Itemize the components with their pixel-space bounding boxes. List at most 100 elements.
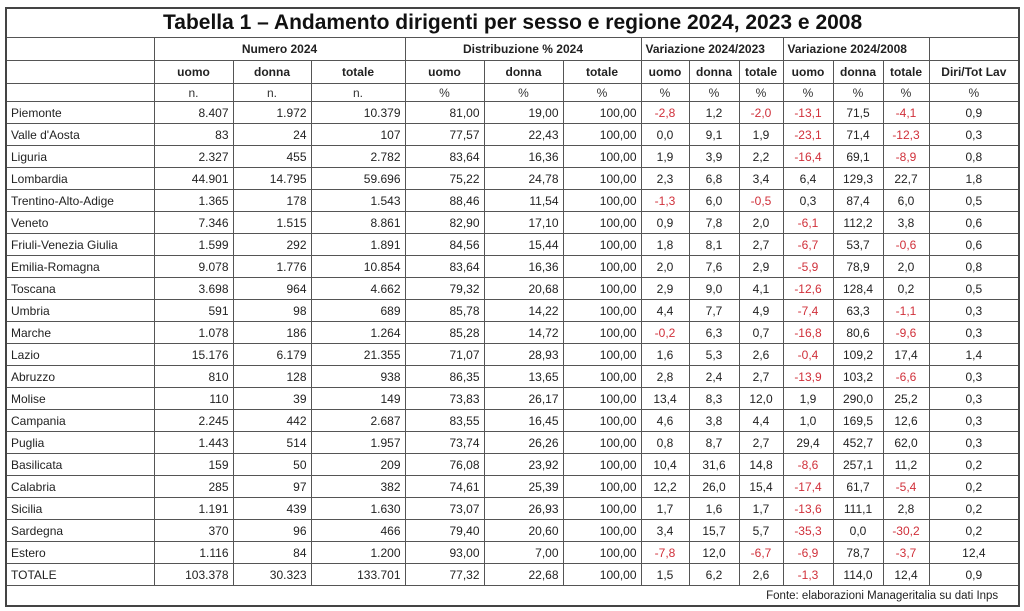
table-cell: 0,3 <box>928 321 1020 344</box>
table-cell: 109,2 <box>832 343 884 366</box>
table-cell: 128 <box>232 365 312 388</box>
table-row: Lombardia 44.901 14.795 59.696 75,22 24,78 100… <box>5 167 1020 190</box>
table-cell: 85,28 <box>404 321 485 344</box>
table-cell: 23,92 <box>483 453 564 476</box>
table-cell: -2,0 <box>738 101 784 124</box>
table-cell: 22,43 <box>483 123 564 146</box>
table-cell: 169,5 <box>832 409 884 432</box>
region-name: Umbria <box>5 299 155 322</box>
table-cell: 80,6 <box>832 321 884 344</box>
table-cell: 0,6 <box>928 211 1020 234</box>
table-cell: 1.264 <box>310 321 406 344</box>
table-cell: 71,07 <box>404 343 485 366</box>
table-cell: 110 <box>153 387 234 410</box>
unit-cell: % <box>404 83 485 102</box>
table-cell: 1,0 <box>782 409 834 432</box>
table-cell: 1.443 <box>153 431 234 454</box>
table-cell: 85,78 <box>404 299 485 322</box>
table-cell: 1,9 <box>782 387 834 410</box>
table-cell: 100,00 <box>562 101 642 124</box>
table-cell: 39 <box>232 387 312 410</box>
table-cell: 100,00 <box>562 211 642 234</box>
region-name: Friuli-Venezia Giulia <box>5 233 155 256</box>
table-cell: 100,00 <box>562 541 642 564</box>
unit-cell: % <box>640 83 690 102</box>
table-cell: 8.861 <box>310 211 406 234</box>
table-cell: 12,0 <box>738 387 784 410</box>
table-cell: 285 <box>153 475 234 498</box>
table-cell: 1.630 <box>310 497 406 520</box>
table-cell: 5,3 <box>688 343 740 366</box>
column-header: totale <box>310 60 406 84</box>
table-cell: 0,2 <box>882 277 930 300</box>
table-cell: 0,7 <box>738 321 784 344</box>
table-cell: 591 <box>153 299 234 322</box>
table-cell: 31,6 <box>688 453 740 476</box>
table-cell: 1,8 <box>640 233 690 256</box>
table-cell: 100,00 <box>562 497 642 520</box>
table-cell: 14,22 <box>483 299 564 322</box>
unit-cell: % <box>738 83 784 102</box>
table-cell: 8.407 <box>153 101 234 124</box>
column-header-row: uomo donna totale uomo donna totale uomo donna t… <box>5 60 1020 84</box>
table-cell: 103.378 <box>153 563 234 586</box>
table-cell: -30,2 <box>882 519 930 542</box>
table-cell: 2.782 <box>310 145 406 168</box>
region-name: Trentino-Alto-Adige <box>5 189 155 212</box>
table-cell: 209 <box>310 453 406 476</box>
column-header: uomo <box>404 60 485 84</box>
table-cell: 1,9 <box>640 145 690 168</box>
table-cell: 1.957 <box>310 431 406 454</box>
table-cell: 100,00 <box>562 563 642 586</box>
column-header: totale <box>562 60 642 84</box>
table-cell: 17,10 <box>483 211 564 234</box>
table-cell: 128,4 <box>832 277 884 300</box>
table-cell: 14,8 <box>738 453 784 476</box>
table-cell: 10,4 <box>640 453 690 476</box>
region-name: Estero <box>5 541 155 564</box>
table-cell: 22,68 <box>483 563 564 586</box>
table-cell: 0,8 <box>928 145 1020 168</box>
table-row: Molise 110 39 149 73,83 26,17 100,00 13,4 8,3 12,… <box>5 387 1020 410</box>
table-cell: 24,78 <box>483 167 564 190</box>
table-row: Valle d'Aosta 83 24 107 77,57 22,43 100,00 0,0 9… <box>5 123 1020 146</box>
table-cell: 12,0 <box>688 541 740 564</box>
unit-cell: % <box>782 83 834 102</box>
table-cell: -2,8 <box>640 101 690 124</box>
table-cell: 1.116 <box>153 541 234 564</box>
table-cell: -13,1 <box>782 101 834 124</box>
table-cell: 78,9 <box>832 255 884 278</box>
table-cell: 0,9 <box>640 211 690 234</box>
table-cell: 14.795 <box>232 167 312 190</box>
table-cell: 26,17 <box>483 387 564 410</box>
table-cell: 2,6 <box>738 343 784 366</box>
table-cell: 12,4 <box>882 563 930 586</box>
table-cell: 93,00 <box>404 541 485 564</box>
table-cell: 1.191 <box>153 497 234 520</box>
table-cell: 0,3 <box>928 409 1020 432</box>
table-cell: 4,6 <box>640 409 690 432</box>
table-cell: -16,4 <box>782 145 834 168</box>
region-name: Veneto <box>5 211 155 234</box>
region-name: Campania <box>5 409 155 432</box>
group-header: Numero 2024 <box>153 37 406 61</box>
table-cell: 0,6 <box>928 233 1020 256</box>
table-cell: 26,26 <box>483 431 564 454</box>
table-cell: 61,7 <box>832 475 884 498</box>
table-cell: 1,4 <box>928 343 1020 366</box>
table-cell: 1.543 <box>310 189 406 212</box>
table-cell: -0,6 <box>882 233 930 256</box>
table-cell: 6,2 <box>688 563 740 586</box>
table-cell: 53,7 <box>832 233 884 256</box>
group-header: Variazione 2024/2008 <box>782 37 930 61</box>
column-header: donna <box>688 60 740 84</box>
table-cell: 4,4 <box>738 409 784 432</box>
table-cell: 0,0 <box>832 519 884 542</box>
unit-cell: % <box>688 83 740 102</box>
region-name: Valle d'Aosta <box>5 123 155 146</box>
table-cell: 79,40 <box>404 519 485 542</box>
table-cell: 100,00 <box>562 255 642 278</box>
table-cell: 62,0 <box>882 431 930 454</box>
table-cell: 100,00 <box>562 167 642 190</box>
column-header: donna <box>832 60 884 84</box>
